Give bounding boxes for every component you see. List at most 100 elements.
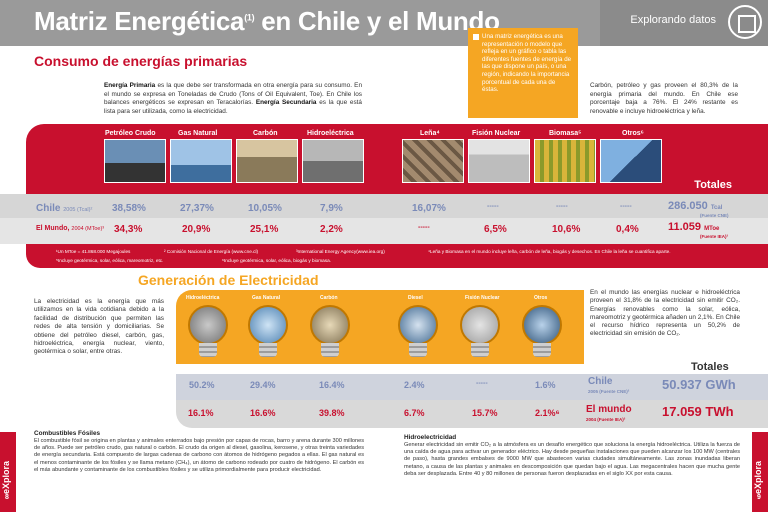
firewood-image [402, 139, 464, 183]
gen-chile-value: 2.4% [404, 380, 425, 390]
chile-value: ----- [487, 203, 499, 210]
gen-chile-label: Chile [588, 376, 613, 387]
chile-value: ----- [556, 203, 568, 210]
fossil-text: El combustible fósil se origina en plant… [34, 438, 364, 473]
gen-source-label: Carbón [320, 295, 338, 301]
footnote: ⁶Incluye geotérmica, solar, eólica, biog… [222, 258, 332, 263]
source-label: Gas Natural [178, 130, 218, 137]
mundo-value: 20,9% [182, 224, 211, 235]
chile-value: 16,07% [412, 203, 446, 214]
coal-bulb-icon [310, 305, 350, 345]
gen-chile-value: ----- [476, 380, 488, 387]
gen-mundo-value: 15.7% [472, 408, 498, 418]
explorando-logo-icon [728, 5, 762, 39]
bulb-base-icon [259, 343, 277, 357]
hydro-heading: Hidroelectricidad [404, 434, 457, 441]
generation-chile-row-band [176, 374, 768, 400]
gen-chile-value: 16.4% [319, 380, 345, 390]
footnotes-band [26, 244, 768, 268]
generation-summary: En el mundo las energías nuclear e hidro… [590, 289, 740, 338]
chile-row-label: Chile 2005 (Tcal)² [36, 203, 93, 214]
note-bullet-icon [473, 34, 479, 40]
chile-value: 10,05% [248, 203, 282, 214]
nuclear-bulb-icon [460, 305, 500, 345]
source-label: Biomasa⁵ [549, 130, 582, 137]
gen-mundo-label: El mundo [586, 404, 632, 415]
gen-chile-source: 2005 (Fuente CNE)² [588, 389, 630, 394]
source-label: Fisión Nuclear [472, 130, 521, 137]
mundo-value: ----- [418, 224, 430, 231]
footnote: ³International Energy Agency(www.iea.org… [296, 249, 385, 254]
gen-mundo-value: 16.6% [250, 408, 276, 418]
electricity-intro: La electricidad es la energía que más ut… [34, 298, 164, 356]
other-bulb-icon [522, 305, 562, 345]
diesel-bulb-icon [398, 305, 438, 345]
gen-mundo-value: 16.1% [188, 408, 214, 418]
chile-value: ----- [620, 203, 632, 210]
hydro-text: Generar electricidad sin emitir CO₂ a la… [404, 442, 740, 477]
gen-chile-value: 50.2% [189, 380, 215, 390]
mundo-value: 10,6% [552, 224, 581, 235]
coal-plant-image [236, 139, 298, 183]
gen-source-label: Hidroeléctrica [186, 295, 220, 301]
brand-tab-left: eXplora [0, 432, 16, 512]
gen-source-label: Otros [534, 295, 548, 301]
mundo-value: 2,2% [320, 224, 343, 235]
mundo-row-label: El Mundo, 2004 (MToe)³ [36, 225, 105, 232]
source-label: Petróleo Crudo [105, 130, 156, 137]
gen-chile-value: 1.6% [535, 380, 556, 390]
definition-note: Una matriz energética es una representac… [468, 28, 578, 118]
mundo-total: 11.059 MToe [668, 221, 720, 233]
gen-mundo-value: 2.1%⁶ [535, 408, 560, 418]
biomass-corn-image [534, 139, 596, 183]
page-number-right: 9 [757, 494, 761, 501]
section-label: Explorando datos [630, 14, 716, 26]
chile-row-band [0, 194, 768, 218]
nuclear-plant-image [468, 139, 530, 183]
solar-panel-image [600, 139, 662, 183]
gen-source-label: Gas Natural [252, 295, 281, 301]
gas-bulb-icon [248, 305, 288, 345]
hydro-bulb-icon [188, 305, 228, 345]
oil-pump-image [104, 139, 166, 183]
gen-source-label: Diesel [408, 295, 423, 301]
chile-total: 286.050 Tcal [668, 200, 723, 212]
source-label: Hidroeléctrica [307, 130, 354, 137]
chile-value: 27,37% [180, 203, 214, 214]
bulb-base-icon [533, 343, 551, 357]
page-title: Matriz Energética(1) en Chile y el Mundo [34, 6, 500, 36]
chile-total-source: (Fuente CNE) [700, 213, 729, 218]
intro-paragraph: Energía Primaria es la que debe ser tran… [104, 82, 362, 115]
chile-value: 7,9% [320, 203, 343, 214]
gen-mundo-source: 2004 (Fuente IEA)³ [586, 417, 626, 422]
gen-mundo-total: 17.059 TWh [662, 404, 734, 419]
section-title-generacion: Generación de Electricidad [138, 272, 319, 288]
gas-platform-image [170, 139, 232, 183]
source-label: Otros⁶ [622, 130, 644, 137]
brand-tab-right: eXplora [752, 432, 768, 512]
mundo-value: 34,3% [114, 224, 143, 235]
primary-energy-summary: Carbón, petróleo y gas proveen el 80,3% … [590, 82, 738, 115]
bulb-base-icon [199, 343, 217, 357]
gen-mundo-value: 6.7% [404, 408, 425, 418]
mundo-value: 0,4% [616, 224, 639, 235]
section-title-consumo: Consumo de energías primarias [34, 53, 248, 69]
mundo-value: 6,5% [484, 224, 507, 235]
footnote: ² Comisión Nacional de Energía (www.cne.… [164, 249, 259, 254]
mundo-value: 25,1% [250, 224, 279, 235]
fossil-heading: Combustibles Fósiles [34, 430, 101, 437]
totales-heading-2: Totales [691, 361, 729, 373]
hydro-dam-image [302, 139, 364, 183]
bulb-base-icon [471, 343, 489, 357]
bulb-base-icon [409, 343, 427, 357]
footnote: ⁴Leña y Biomasa en el mundo incluye leña… [428, 249, 671, 254]
gen-chile-value: 29.4% [250, 380, 276, 390]
source-label: Leña⁴ [420, 130, 440, 137]
totales-heading: Totales [694, 179, 732, 191]
generation-sources-band [176, 290, 584, 364]
page-number-left: 8 [5, 494, 9, 501]
gen-chile-total: 50.937 GWh [662, 377, 736, 392]
footnote: ⁵Incluye geotérmica, solar, eólica, mare… [56, 258, 164, 263]
gen-source-label: Fisión Nuclear [465, 295, 500, 301]
source-label: Carbón [253, 130, 278, 137]
